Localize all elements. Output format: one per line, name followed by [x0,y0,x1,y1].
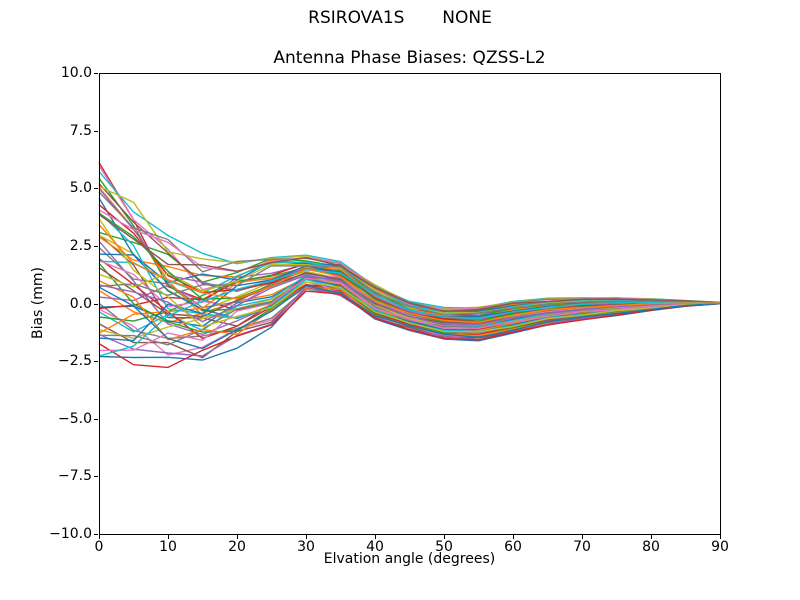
y-tick-label: 2.5 [69,237,92,254]
bias-curve [98,214,721,312]
x-tick-label: 40 [366,539,384,555]
x-tick-label: 60 [504,539,522,555]
x-tick-label: 10 [159,539,177,555]
y-tick-label: −5.0 [58,410,92,427]
bias-curve [98,265,721,316]
bias-curve [98,188,721,321]
y-tick-label: −10.0 [49,526,92,542]
x-tick-label: 30 [297,539,315,555]
axes-title: Antenna Phase Biases: QZSS-L2 [273,48,546,68]
bias-curve [98,290,721,369]
bias-curve [98,218,721,333]
x-tick-label: 70 [573,539,591,555]
bias-curve [98,224,721,324]
bias-curve [98,209,721,311]
y-tick-label: 7.5 [69,122,92,139]
x-tick-label: 80 [642,539,660,555]
bias-curve [98,277,721,352]
x-tick-label: 20 [228,539,246,555]
x-tick-label: 90 [711,539,729,555]
y-tick-label: 0.0 [69,295,92,312]
bias-curve [98,269,721,357]
bias-curve [98,285,721,350]
y-tick-label: 5.0 [69,180,92,197]
y-tick-label: 10.0 [60,65,92,81]
y-tick-label: −2.5 [58,353,92,370]
axes-spines [99,73,721,535]
x-tick-label: 0 [94,539,104,555]
x-tick-label: 50 [435,539,453,555]
bias-curve [98,274,721,326]
x-axis-label: Elvation angle (degrees) [323,551,496,567]
y-tick-label: −7.5 [58,468,92,485]
bias-curve [98,191,721,311]
bias-curve [98,278,721,339]
figure-suptitle: RSIROVA1S NONE [308,8,492,28]
